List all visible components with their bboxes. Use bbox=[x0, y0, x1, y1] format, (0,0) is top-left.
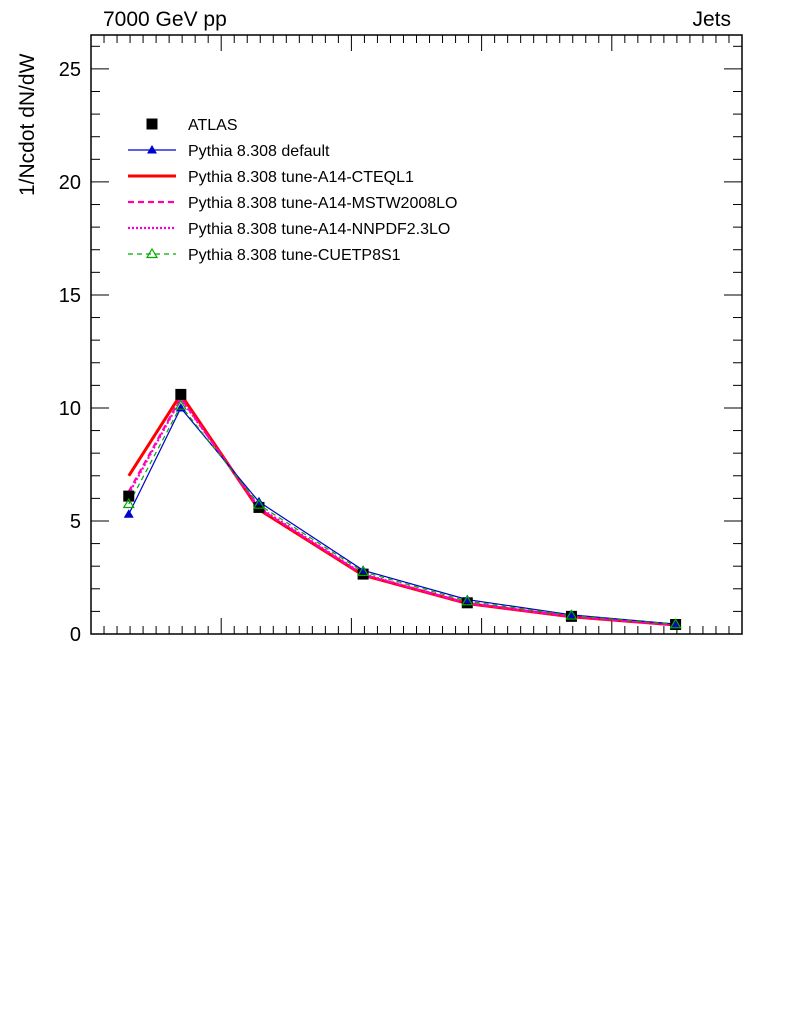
atlas-data-point bbox=[175, 388, 187, 400]
legend-label: Pythia 8.308 tune-A14-CTEQL1 bbox=[188, 169, 414, 186]
y-tick-label: 0 bbox=[70, 624, 81, 646]
legend-label: Pythia 8.308 tune-A14-MSTW2008LO bbox=[188, 195, 457, 212]
series-line-3 bbox=[127, 395, 676, 627]
series-marker-5 bbox=[565, 609, 578, 620]
series-marker-1 bbox=[670, 619, 681, 628]
series-marker-5 bbox=[461, 595, 474, 606]
legend-label: Pythia 8.308 tune-A14-NNPDF2.3LO bbox=[188, 221, 450, 238]
series-marker-5 bbox=[122, 497, 135, 509]
series-marker-5 bbox=[669, 618, 682, 629]
y-tick-label: 10 bbox=[59, 398, 81, 420]
series-marker-1 bbox=[123, 509, 134, 518]
header-energy-label: 7000 GeV pp bbox=[103, 8, 227, 31]
series-marker-5 bbox=[174, 399, 187, 410]
series-marker-5 bbox=[252, 498, 266, 509]
legend-label: ATLAS bbox=[188, 117, 238, 134]
atlas-data-point bbox=[357, 568, 369, 580]
header-category-label: Jets bbox=[692, 8, 731, 31]
series-marker-5 bbox=[357, 565, 370, 576]
series-line-2 bbox=[127, 391, 676, 627]
atlas-data-point bbox=[123, 490, 135, 502]
series-line-4 bbox=[127, 396, 676, 626]
legend-marker-1 bbox=[147, 145, 157, 154]
y-tick-label: 5 bbox=[70, 511, 81, 533]
legend-marker-0 bbox=[146, 118, 158, 130]
legend-marker-5 bbox=[145, 247, 159, 259]
legend-label: Pythia 8.308 tune-CUETP8S1 bbox=[188, 247, 401, 264]
series-marker-1 bbox=[566, 609, 577, 619]
y-tick-label: 15 bbox=[59, 285, 81, 307]
y-tick-label: 25 bbox=[59, 59, 81, 81]
y-tick-label: 20 bbox=[59, 172, 81, 194]
atlas-data-point bbox=[253, 501, 265, 513]
legend-label: Pythia 8.308 default bbox=[188, 143, 330, 160]
